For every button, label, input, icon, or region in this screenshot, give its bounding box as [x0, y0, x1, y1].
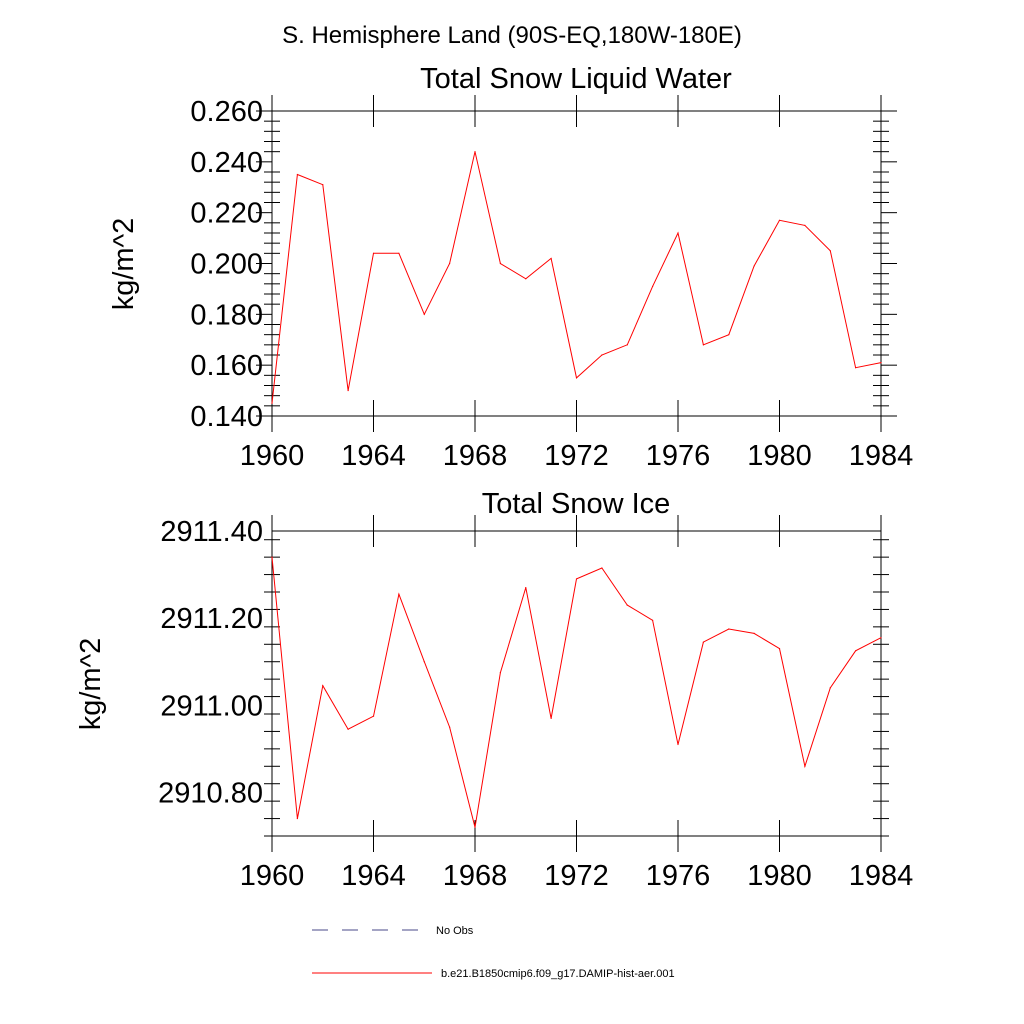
- x-axis-ticks: 1960 1964 1968 1972 1976 1980 1984: [240, 95, 914, 472]
- x-tick-label: 1984: [849, 860, 914, 892]
- data-point: [652, 619, 654, 621]
- y-tick-label: 2911.20: [160, 603, 263, 635]
- data-point: [677, 743, 679, 746]
- x-tick-label: 1968: [443, 860, 508, 892]
- data-point: [778, 648, 781, 650]
- data-point: [753, 265, 755, 267]
- data-point: [474, 826, 476, 828]
- y-axis-ticks: 0.140 0.160 0.180 0.200 0.220 0.240 0.260: [190, 96, 897, 433]
- data-point: [423, 661, 425, 663]
- y-tick-label: 0.220: [190, 198, 263, 230]
- data-point: [449, 262, 451, 265]
- data-point: [778, 219, 781, 221]
- panel-total-snow-liquid-water: Total Snow Liquid Water kg/m^2 1960 1964 1…: [108, 63, 913, 472]
- data-point: [271, 402, 273, 404]
- data-point: [499, 672, 501, 674]
- y-tick-label: 0.140: [190, 401, 263, 433]
- data-point: [855, 367, 857, 369]
- data-point: [398, 593, 400, 595]
- legend: No Obs b.e21.B1850cmip6.f09_g17.DAMIP-hi…: [312, 925, 675, 980]
- y-tick-label: 0.260: [190, 96, 263, 128]
- data-point: [626, 344, 628, 346]
- x-tick-label: 1960: [240, 860, 305, 892]
- data-point: [423, 313, 425, 315]
- data-point: [829, 250, 831, 252]
- x-axis-ticks: 1960 1964 1968 1972 1976 1980 1984: [240, 515, 914, 892]
- data-point: [575, 578, 578, 580]
- x-tick-label: 1960: [240, 440, 305, 472]
- data-point: [525, 587, 527, 589]
- data-point: [728, 334, 730, 336]
- legend-label-no-obs: No Obs: [436, 925, 474, 937]
- y-tick-label: 2910.80: [158, 777, 263, 809]
- panel-title: Total Snow Liquid Water: [420, 63, 732, 95]
- y-tick-label: 2911.40: [160, 516, 263, 548]
- x-tick-label: 1980: [747, 860, 812, 892]
- x-tick-label: 1964: [341, 860, 406, 892]
- panel-title: Total Snow Ice: [482, 488, 671, 520]
- y-tick-label: 2911.00: [160, 690, 263, 722]
- data-point: [880, 637, 882, 639]
- series-group: [271, 151, 882, 404]
- data-point: [550, 717, 552, 719]
- x-tick-label: 1976: [646, 440, 711, 472]
- data-point: [829, 687, 831, 689]
- data-point: [804, 224, 806, 226]
- data-point: [855, 650, 857, 652]
- data-point: [449, 726, 451, 728]
- y-tick-label: 0.240: [190, 147, 263, 179]
- data-point: [753, 632, 755, 634]
- y-tick-label: 0.160: [190, 350, 263, 382]
- data-point: [525, 278, 527, 280]
- data-point: [728, 628, 730, 630]
- legend-label-model: b.e21.B1850cmip6.f09_g17.DAMIP-hist-aer.…: [441, 968, 675, 980]
- x-tick-label: 1972: [544, 440, 609, 472]
- data-point: [804, 765, 806, 767]
- data-point: [702, 344, 704, 346]
- data-point: [575, 377, 578, 379]
- y-axis-label: kg/m^2: [108, 218, 140, 311]
- main-title: S. Hemisphere Land (90S-EQ,180W-180E): [282, 22, 742, 49]
- data-point: [880, 362, 882, 364]
- data-point: [474, 151, 476, 153]
- x-tick-label: 1984: [849, 440, 914, 472]
- data-point: [550, 257, 552, 260]
- data-point: [271, 556, 273, 558]
- data-point: [347, 389, 349, 392]
- data-point: [601, 567, 603, 569]
- panel-total-snow-ice: Total Snow Ice kg/m^2 1960 1964 1968 1972 19…: [75, 488, 913, 892]
- data-point: [322, 685, 324, 687]
- data-point: [296, 817, 298, 820]
- series-group: [271, 556, 882, 828]
- data-point: [601, 354, 603, 356]
- plot-frame: [271, 530, 882, 837]
- y-axis-label: kg/m^2: [75, 638, 107, 731]
- data-point: [347, 728, 349, 730]
- data-point: [296, 173, 298, 176]
- x-tick-label: 1972: [544, 860, 609, 892]
- x-tick-label: 1964: [341, 440, 406, 472]
- x-tick-label: 1968: [443, 440, 508, 472]
- y-axis-ticks: 2910.80 2911.00 2911.20 2911.40: [158, 516, 889, 837]
- data-point: [372, 715, 375, 717]
- data-point: [652, 285, 654, 287]
- data-point: [398, 252, 400, 254]
- data-point: [677, 232, 679, 234]
- data-point: [372, 252, 375, 254]
- data-point: [322, 184, 324, 186]
- x-tick-label: 1976: [646, 860, 711, 892]
- y-tick-label: 0.200: [190, 249, 263, 281]
- data-point: [626, 604, 628, 606]
- y-tick-label: 0.180: [190, 299, 263, 331]
- series-line: [271, 557, 882, 828]
- series-line: [271, 151, 882, 404]
- data-point: [499, 262, 501, 265]
- data-point: [702, 641, 704, 643]
- plot-frame: [271, 110, 882, 417]
- x-tick-label: 1980: [747, 440, 812, 472]
